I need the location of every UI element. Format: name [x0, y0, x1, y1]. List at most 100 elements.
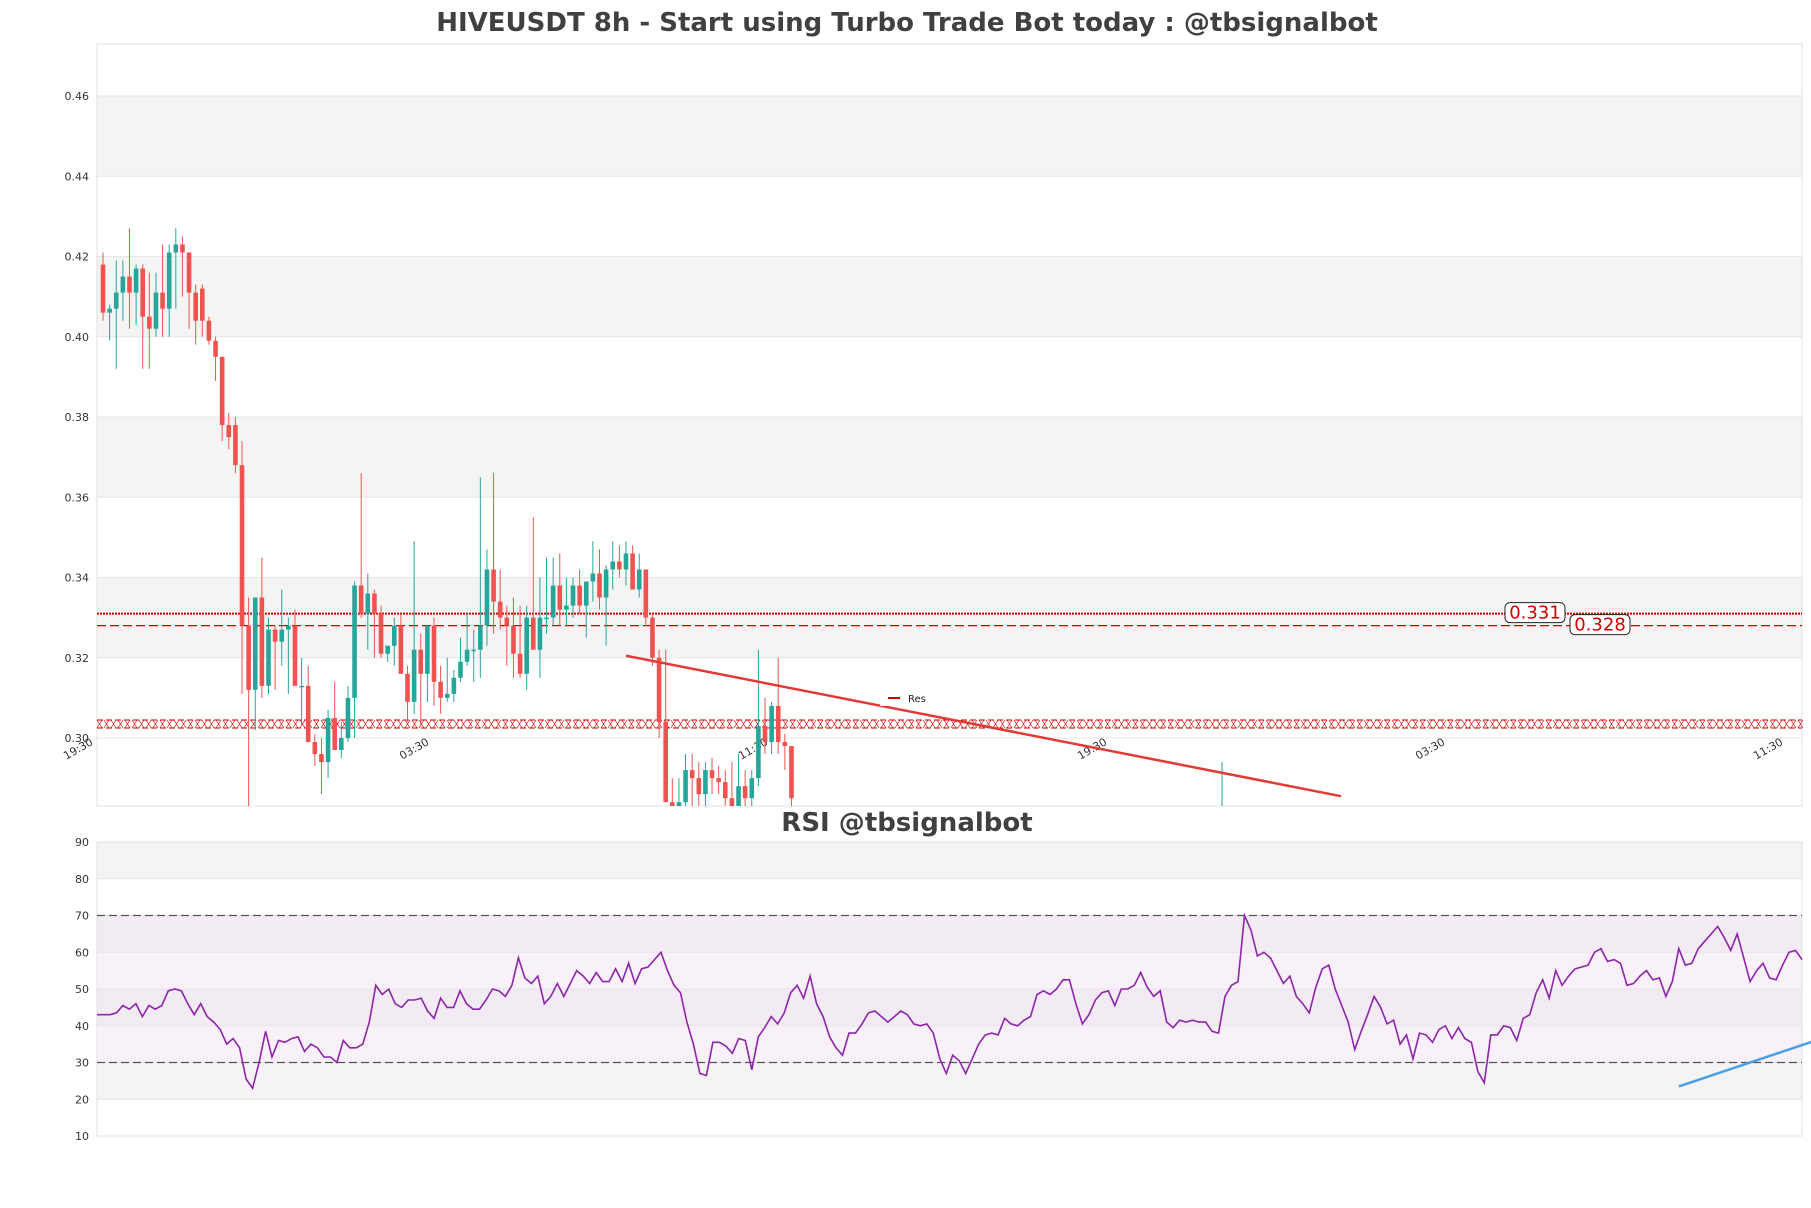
candle [193, 284, 198, 345]
candles [100, 228, 1223, 806]
candle [630, 545, 635, 590]
candle-body [531, 617, 536, 650]
candle [557, 553, 563, 626]
rsi-chart-title: RSI @tbsignalbot [781, 808, 1032, 838]
price-y-tick-label: 0.32 [65, 652, 90, 665]
resistance-trendline-segment [625, 654, 1342, 798]
candle [411, 541, 417, 714]
candle [286, 617, 291, 694]
candle [511, 597, 516, 678]
candle-body [173, 244, 179, 253]
time-x-tick-label: 11:30 [1751, 735, 1785, 762]
candle-body [233, 425, 238, 466]
candle-body [219, 356, 225, 426]
candle [703, 762, 708, 806]
candle-body [358, 585, 364, 614]
candle [663, 649, 668, 803]
candle-body [789, 746, 794, 799]
candle-body [722, 782, 728, 799]
candle-body [213, 340, 218, 357]
candle [239, 441, 245, 694]
candle-body [643, 569, 649, 618]
candle-body [696, 778, 702, 795]
candle [769, 701, 774, 755]
candle-body [676, 802, 682, 806]
rsi-band [97, 989, 1802, 1026]
rsi-band [97, 842, 1802, 879]
support-band [96, 719, 1804, 729]
candle [372, 589, 377, 658]
candle [590, 541, 596, 602]
chart-legend: Res [880, 690, 940, 706]
candle [305, 665, 311, 743]
candle [689, 754, 695, 806]
candle-body [729, 798, 735, 806]
rsi-y-tick-label: 70 [75, 910, 89, 923]
rsi-grid-bands [97, 842, 1802, 1100]
candle-body [762, 725, 768, 743]
price-level-label-box [1504, 602, 1566, 624]
candle [186, 252, 192, 329]
candle-body [365, 593, 371, 614]
candle-body [147, 316, 152, 329]
candle-body [511, 625, 516, 654]
candle-body [153, 292, 159, 329]
candle-body [398, 625, 404, 674]
candle [259, 557, 265, 698]
candle [120, 260, 126, 321]
candle-body [319, 754, 324, 763]
time-x-tick-label: 03:30 [397, 735, 431, 762]
candle-body [266, 629, 271, 686]
candle-body [160, 292, 165, 309]
candle-body [405, 673, 410, 702]
candle [749, 770, 755, 806]
candle-body [471, 649, 477, 652]
candle-body [451, 677, 457, 694]
candle-body [670, 802, 675, 806]
candle-body [279, 629, 285, 642]
price-level-label-box [1569, 614, 1631, 636]
candle-body [736, 786, 741, 806]
candle-body [259, 597, 265, 686]
candle [570, 577, 576, 618]
candle [438, 665, 443, 714]
candle-body [140, 268, 146, 317]
candle-body [756, 725, 761, 779]
candle [180, 236, 185, 297]
candle [107, 304, 112, 341]
candle [603, 565, 609, 646]
price-y-tick-label: 0.36 [65, 491, 90, 504]
candle [292, 609, 298, 686]
candle [709, 758, 715, 795]
candle [537, 577, 543, 678]
candle-body [617, 561, 622, 570]
candle [484, 549, 490, 646]
candle-body [683, 770, 688, 803]
candle-body [577, 585, 582, 606]
candle-body [418, 649, 424, 674]
candle [391, 617, 397, 666]
price-y-tick-label: 0.42 [65, 251, 90, 264]
candle-body [524, 617, 529, 674]
candle-body [305, 685, 311, 743]
time-x-tick-label: 03:30 [1413, 735, 1447, 762]
candle [325, 709, 331, 779]
candle [219, 356, 225, 442]
rsi-y-axis: 10 20 30 40 50 60 70 80 90 [75, 836, 89, 1143]
candle [478, 477, 483, 678]
candle-body [345, 697, 351, 738]
candle [696, 762, 702, 806]
candle-body [464, 649, 470, 662]
candle [398, 613, 404, 674]
candle [524, 605, 529, 690]
candle-body [630, 553, 635, 590]
price-y-tick-label: 0.30 [65, 732, 90, 745]
rsi-y-tick-label: 30 [75, 1057, 89, 1070]
candle-body [491, 569, 496, 602]
price-level-label: 0.331 [1509, 603, 1561, 624]
candle-body [597, 573, 602, 598]
candle-body [775, 705, 781, 743]
candle-body [431, 625, 437, 682]
candle [226, 412, 232, 450]
